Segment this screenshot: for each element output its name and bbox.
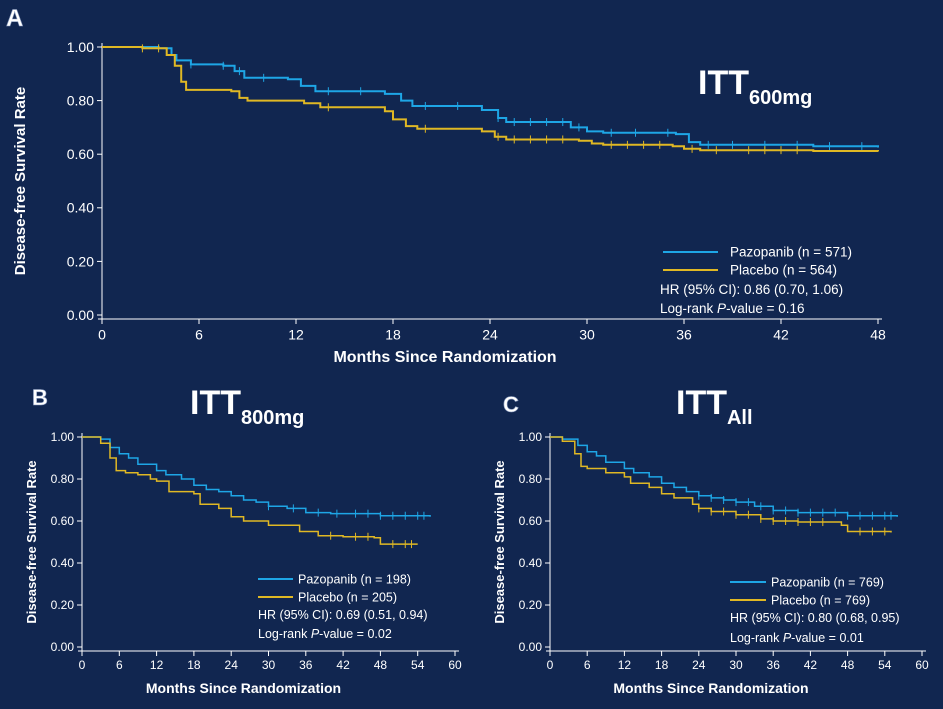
x-tick-label: 36 (676, 326, 692, 342)
x-tick-label: 60 (448, 658, 462, 672)
x-tick-label: 30 (729, 658, 743, 672)
x-tick-label: 24 (225, 658, 239, 672)
y-tick-label: 0.20 (519, 598, 543, 612)
y-tick-label: 0.40 (519, 556, 543, 570)
y-tick-label: 0.40 (67, 200, 94, 216)
y-tick-label: 1.00 (67, 39, 94, 55)
x-tick-label: 18 (187, 658, 201, 672)
y-tick-label: 0.80 (67, 93, 94, 109)
x-tick-label: 24 (692, 658, 706, 672)
y-tick-label: 0.20 (51, 598, 75, 612)
chart-title: ITT800mg (190, 384, 304, 429)
x-tick-label: 0 (79, 658, 86, 672)
y-tick-label: 0.00 (51, 640, 75, 654)
chart-title-subscript: 600mg (749, 87, 812, 109)
panel-letter: A (6, 5, 23, 32)
y-tick-label: 0.60 (519, 514, 543, 528)
x-tick-label: 54 (411, 658, 425, 672)
x-tick-label: 54 (878, 658, 892, 672)
legend-label: Pazopanib (n = 769) (771, 575, 884, 589)
p-value-text: Log-rank P-value = 0.02 (258, 627, 392, 641)
x-tick-label: 12 (150, 658, 164, 672)
p-value-italic-p: P (717, 301, 726, 316)
x-tick-label: 0 (98, 326, 106, 342)
series-line-placebo (550, 436, 892, 533)
x-tick-label: 60 (915, 658, 929, 672)
p-value-italic-p: P (783, 631, 792, 645)
chart-title: ITTAll (676, 384, 753, 429)
p-value-suffix: -value = 0.02 (319, 627, 392, 641)
panel-letter: B (32, 385, 48, 410)
panel-b: B ITT800mg 0.00 0.20 0.40 0.60 0.80 1.00 0 6 12 18 2… (24, 384, 462, 696)
x-tick-label: 12 (288, 326, 304, 342)
chart-title-subscript: 800mg (241, 407, 304, 429)
legend-label: Placebo (n = 205) (298, 590, 397, 604)
chart-title-main: ITT (190, 384, 241, 422)
x-tick-label: 18 (385, 326, 401, 342)
y-tick-label: 0.00 (519, 640, 543, 654)
p-value-prefix: Log-rank (730, 631, 783, 645)
x-tick-label: 36 (299, 658, 313, 672)
x-tick-label: 0 (547, 658, 554, 672)
x-tick-label: 30 (262, 658, 276, 672)
x-tick-label: 30 (579, 326, 595, 342)
x-tick-label: 36 (767, 658, 781, 672)
x-axis-label: Months Since Randomization (333, 349, 556, 366)
p-value-suffix: -value = 0.16 (726, 301, 804, 316)
p-value-text: Log-rank P-value = 0.16 (660, 301, 805, 316)
x-tick-label: 48 (841, 658, 855, 672)
y-tick-label: 0.00 (67, 307, 94, 323)
x-axis-label: Months Since Randomization (613, 680, 808, 696)
hazard-ratio-text: HR (95% CI): 0.69 (0.51, 0.94) (258, 608, 428, 622)
panel-a: A ITT600mg 0.00 0.20 0.40 0.60 0.80 1.00 0 6 12 18 2… (6, 5, 886, 366)
x-tick-label: 18 (655, 658, 669, 672)
y-tick-label: 0.20 (67, 253, 94, 269)
series-line-placebo (102, 46, 879, 152)
y-tick-label: 0.60 (67, 146, 94, 162)
x-tick-label: 24 (482, 326, 498, 342)
p-value-italic-p: P (311, 627, 320, 641)
y-tick-label: 0.80 (51, 472, 75, 486)
series-line-placebo (82, 436, 418, 545)
y-axis-label: Disease-free Survival Rate (12, 87, 29, 275)
legend-label: Pazopanib (n = 198) (298, 572, 411, 586)
p-value-suffix: -value = 0.01 (791, 631, 864, 645)
y-tick-label: 0.60 (51, 514, 75, 528)
y-tick-label: 0.80 (519, 472, 543, 486)
panel-c: C ITTAll 0.00 0.20 0.40 0.60 0.80 1.00 0 6 12 18 24 3… (492, 384, 929, 696)
panel-letter: C (503, 392, 519, 417)
hazard-ratio-text: HR (95% CI): 0.80 (0.68, 0.95) (730, 611, 900, 625)
x-tick-label: 42 (773, 326, 789, 342)
chart-title-main: ITT (676, 384, 727, 422)
x-axis-label: Months Since Randomization (146, 680, 341, 696)
p-value-prefix: Log-rank (258, 627, 311, 641)
y-tick-label: 1.00 (51, 430, 75, 444)
x-tick-label: 6 (116, 658, 123, 672)
x-tick-label: 6 (195, 326, 203, 342)
x-tick-label: 42 (336, 658, 350, 672)
y-tick-label: 0.40 (51, 556, 75, 570)
chart-title-main: ITT (698, 64, 749, 102)
legend-label: Placebo (n = 769) (771, 593, 870, 607)
x-tick-label: 42 (804, 658, 818, 672)
series-line-pazopanib (550, 436, 898, 517)
hazard-ratio-text: HR (95% CI): 0.86 (0.70, 1.06) (660, 282, 843, 297)
y-axis-label: Disease-free Survival Rate (492, 460, 507, 623)
x-tick-label: 48 (870, 326, 886, 342)
x-tick-label: 12 (618, 658, 632, 672)
series-line-pazopanib (82, 436, 431, 517)
p-value-prefix: Log-rank (660, 301, 717, 316)
y-axis-label: Disease-free Survival Rate (24, 460, 39, 623)
chart-title: ITT600mg (698, 64, 812, 109)
chart-title-subscript: All (727, 407, 753, 429)
legend-label: Placebo (n = 564) (730, 263, 837, 278)
legend-label: Pazopanib (n = 571) (730, 245, 852, 260)
x-tick-label: 48 (374, 658, 388, 672)
p-value-text: Log-rank P-value = 0.01 (730, 631, 864, 645)
y-tick-label: 1.00 (519, 430, 543, 444)
x-tick-label: 6 (584, 658, 591, 672)
